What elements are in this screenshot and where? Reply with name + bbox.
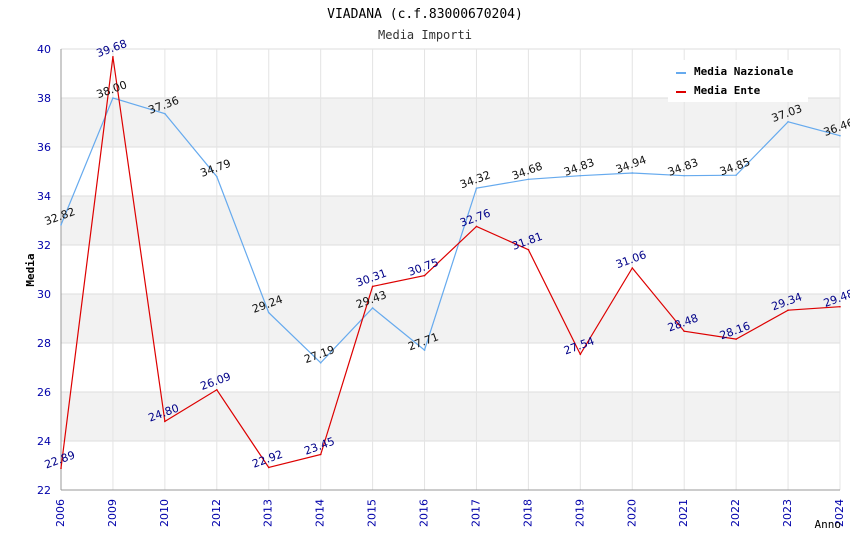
x-tick-label: 2023 xyxy=(781,499,794,527)
legend-label-ente: Media Ente xyxy=(694,84,761,97)
x-tick-label: 2018 xyxy=(521,499,534,527)
data-point xyxy=(579,174,582,177)
chart-title: VIADANA (c.f.83000670204) xyxy=(327,7,523,22)
data-point xyxy=(631,267,634,269)
data-point xyxy=(527,248,530,251)
data-label: 39.68 xyxy=(95,37,129,60)
data-point xyxy=(683,330,685,333)
data-point xyxy=(735,338,737,340)
data-point xyxy=(527,178,530,181)
data-point xyxy=(735,174,737,176)
data-point xyxy=(112,56,114,58)
legend-background xyxy=(668,60,808,102)
data-point xyxy=(216,388,218,391)
y-tick-label: 26 xyxy=(37,386,51,399)
x-tick-label: 2022 xyxy=(729,499,742,527)
data-label: 22.89 xyxy=(43,448,77,471)
data-point xyxy=(267,311,270,314)
y-tick-label: 28 xyxy=(37,337,51,350)
data-point xyxy=(60,224,62,226)
y-tick-label: 40 xyxy=(37,43,51,56)
x-tick-label: 2013 xyxy=(262,499,275,527)
data-label: 27.19 xyxy=(302,343,336,366)
y-tick-label: 38 xyxy=(37,92,51,105)
x-tick-label: 2014 xyxy=(314,499,327,527)
data-point xyxy=(475,187,478,189)
grid-band xyxy=(61,392,840,441)
y-tick-label: 36 xyxy=(37,141,51,154)
y-tick-labels: 22 24 26 28 30 32 34 36 38 40 xyxy=(37,43,51,497)
x-tick-label: 2009 xyxy=(106,499,119,527)
x-tick-label: 2015 xyxy=(366,499,379,527)
data-point xyxy=(216,175,218,178)
y-tick-label: 22 xyxy=(37,484,51,497)
data-point xyxy=(423,349,426,351)
data-point xyxy=(475,225,478,228)
series-layer xyxy=(60,56,841,469)
data-point xyxy=(164,112,166,115)
legend: Media Nazionale Media Ente xyxy=(668,60,808,102)
data-point xyxy=(787,120,789,123)
x-tick-label: 2010 xyxy=(158,499,171,527)
y-tick-label: 32 xyxy=(37,239,51,252)
x-tick-label: 2017 xyxy=(469,499,482,527)
x-axis-label: Anno xyxy=(815,518,842,531)
data-point xyxy=(579,353,582,356)
data-label: 34.32 xyxy=(458,168,492,191)
data-point xyxy=(371,307,374,309)
legend-label-nazionale: Media Nazionale xyxy=(694,65,794,78)
grid-band xyxy=(61,98,840,147)
data-point xyxy=(267,466,270,469)
y-tick-label: 24 xyxy=(37,435,51,448)
data-point xyxy=(631,172,634,174)
data-point xyxy=(319,453,322,456)
data-label: 31.06 xyxy=(614,248,648,271)
data-point xyxy=(112,97,114,99)
x-tick-label: 2012 xyxy=(210,499,223,527)
x-tick-label: 2020 xyxy=(625,499,638,527)
data-label: 30.31 xyxy=(354,267,388,290)
data-point xyxy=(164,420,166,423)
y-tick-label: 30 xyxy=(37,288,51,301)
data-point xyxy=(60,467,62,469)
grid-bands xyxy=(61,98,840,441)
series-line-media-ente xyxy=(60,56,841,469)
y-axis-label: Media xyxy=(24,253,37,286)
data-label: 22.92 xyxy=(251,448,285,471)
data-point xyxy=(371,285,374,288)
grid-band xyxy=(61,196,840,245)
x-tick-label: 2024 xyxy=(833,499,846,527)
data-point xyxy=(839,134,841,137)
data-point xyxy=(423,274,426,277)
data-point xyxy=(683,174,685,177)
x-tick-label: 2021 xyxy=(677,499,690,527)
series-line-media-nazionale xyxy=(60,97,841,364)
chart-subtitle: Media Importi xyxy=(378,28,472,42)
y-tick-label: 34 xyxy=(37,190,51,203)
data-point xyxy=(787,309,789,311)
x-tick-labels: 2006 2009 2010 2012 2013 2014 2015 2016 2017 2018… xyxy=(54,499,846,527)
x-tick-label: 2006 xyxy=(54,499,67,527)
data-point xyxy=(839,305,841,308)
x-tick-label: 2016 xyxy=(418,499,431,527)
data-label: 26.09 xyxy=(199,370,233,393)
x-tick-label: 2019 xyxy=(573,499,586,527)
data-point xyxy=(319,362,322,364)
